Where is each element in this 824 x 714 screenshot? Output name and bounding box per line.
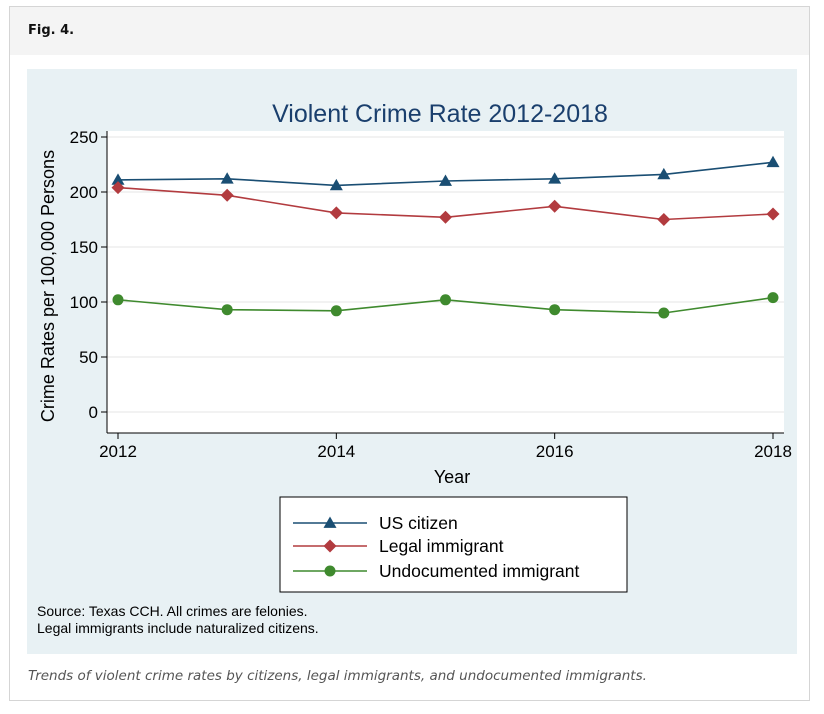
- legend-label: Legal immigrant: [379, 536, 504, 556]
- y-tick-label: 50: [79, 348, 98, 367]
- x-axis-label: Year: [434, 467, 470, 487]
- data-point: [220, 188, 234, 202]
- chart-container: 0 50 100 150 200 250 2012 2014 2016 2018 Violent …: [27, 69, 797, 654]
- figure-caption: Trends of violent crime rates by citizen…: [28, 668, 647, 684]
- x-tick-label: 2018: [754, 442, 792, 461]
- x-tick-label: 2014: [317, 442, 355, 461]
- x-tick-label: 2012: [99, 442, 137, 461]
- figure-label: Fig. 4.: [28, 23, 75, 38]
- y-tick-label: 200: [70, 183, 98, 202]
- y-tick-label: 150: [70, 238, 98, 257]
- y-tick-label: 250: [70, 128, 98, 147]
- legend: US citizen Legal immigrant Undocumented im…: [293, 513, 580, 581]
- data-point: [549, 304, 561, 316]
- data-point: [766, 207, 780, 221]
- data-point: [439, 174, 452, 186]
- legend-marker: [323, 516, 337, 528]
- legend-box: [279, 496, 628, 593]
- data-point: [220, 172, 234, 184]
- legend-label: Undocumented immigrant: [379, 561, 580, 581]
- legend-label: US citizen: [379, 513, 458, 533]
- figure-header: Fig. 4.: [10, 7, 809, 55]
- legend-marker: [323, 539, 337, 553]
- data-point: [657, 213, 671, 226]
- data-point: [329, 206, 343, 220]
- data-point: [439, 210, 452, 224]
- data-point: [221, 304, 233, 316]
- data-point: [112, 294, 124, 306]
- x-tick-label: 2016: [536, 442, 574, 461]
- y-axis-label: Crime Rates per 100,000 Persons: [38, 150, 58, 422]
- data-point: [440, 294, 451, 306]
- line-chart: 0 50 100 150 200 250 2012 2014 2016 2018 Violent …: [37, 100, 792, 636]
- data-point: [548, 172, 562, 184]
- data-point: [766, 155, 780, 168]
- data-point: [658, 307, 670, 319]
- chart-title: Violent Crime Rate 2012-2018: [272, 100, 608, 128]
- data-point: [111, 173, 125, 185]
- legend-marker: [324, 565, 336, 577]
- y-tick-label: 100: [70, 293, 98, 312]
- data-point: [767, 292, 779, 304]
- data-point: [330, 305, 342, 317]
- source-note-line-2: Legal immigrants include naturalized cit…: [37, 620, 319, 636]
- data-point: [329, 178, 343, 191]
- data-point: [548, 199, 562, 213]
- source-note-line-1: Source: Texas CCH. All crimes are feloni…: [37, 603, 308, 619]
- axes: 0 50 100 150 200 250 2012 2014 2016 2018: [70, 128, 792, 461]
- series-lines: [111, 155, 780, 319]
- data-point: [657, 167, 671, 180]
- y-tick-label: 0: [89, 403, 98, 422]
- figure-frame: Fig. 4. 0 50 100 150 200 250 2012 2014 2016 2018 …: [9, 6, 810, 701]
- data-point: [111, 181, 125, 195]
